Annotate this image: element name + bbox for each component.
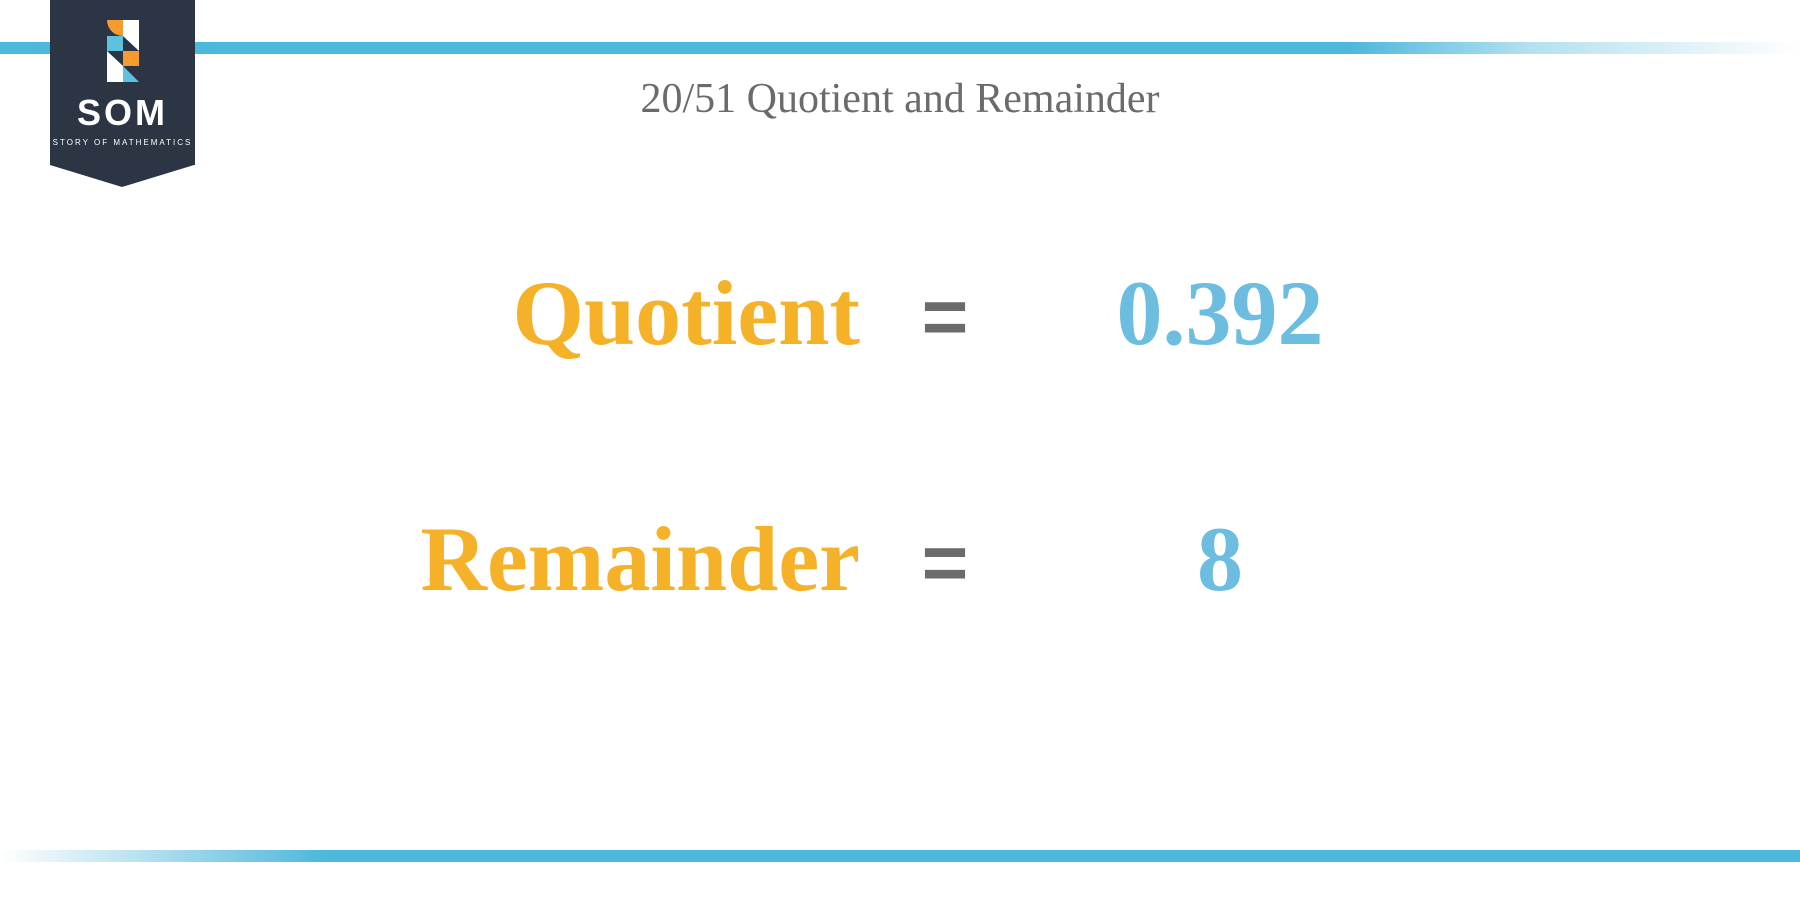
equals-sign: = (870, 271, 1020, 363)
top-accent-bar (0, 42, 1800, 54)
quotient-label: Quotient (350, 260, 870, 366)
content-area: Quotient = 0.392 Remainder = 8 (350, 260, 1450, 752)
logo-icon (92, 20, 154, 82)
remainder-label: Remainder (350, 506, 870, 612)
page-title: 20/51 Quotient and Remainder (0, 75, 1800, 123)
logo-badge: SOM STORY OF MATHEMATICS (50, 0, 195, 165)
bottom-accent-bar (0, 850, 1800, 862)
logo-text: SOM (50, 92, 195, 134)
remainder-row: Remainder = 8 (350, 506, 1450, 612)
logo-subtext: STORY OF MATHEMATICS (50, 138, 195, 147)
quotient-row: Quotient = 0.392 (350, 260, 1450, 366)
quotient-value: 0.392 (1020, 260, 1420, 366)
remainder-value: 8 (1020, 506, 1420, 612)
equals-sign: = (870, 517, 1020, 609)
